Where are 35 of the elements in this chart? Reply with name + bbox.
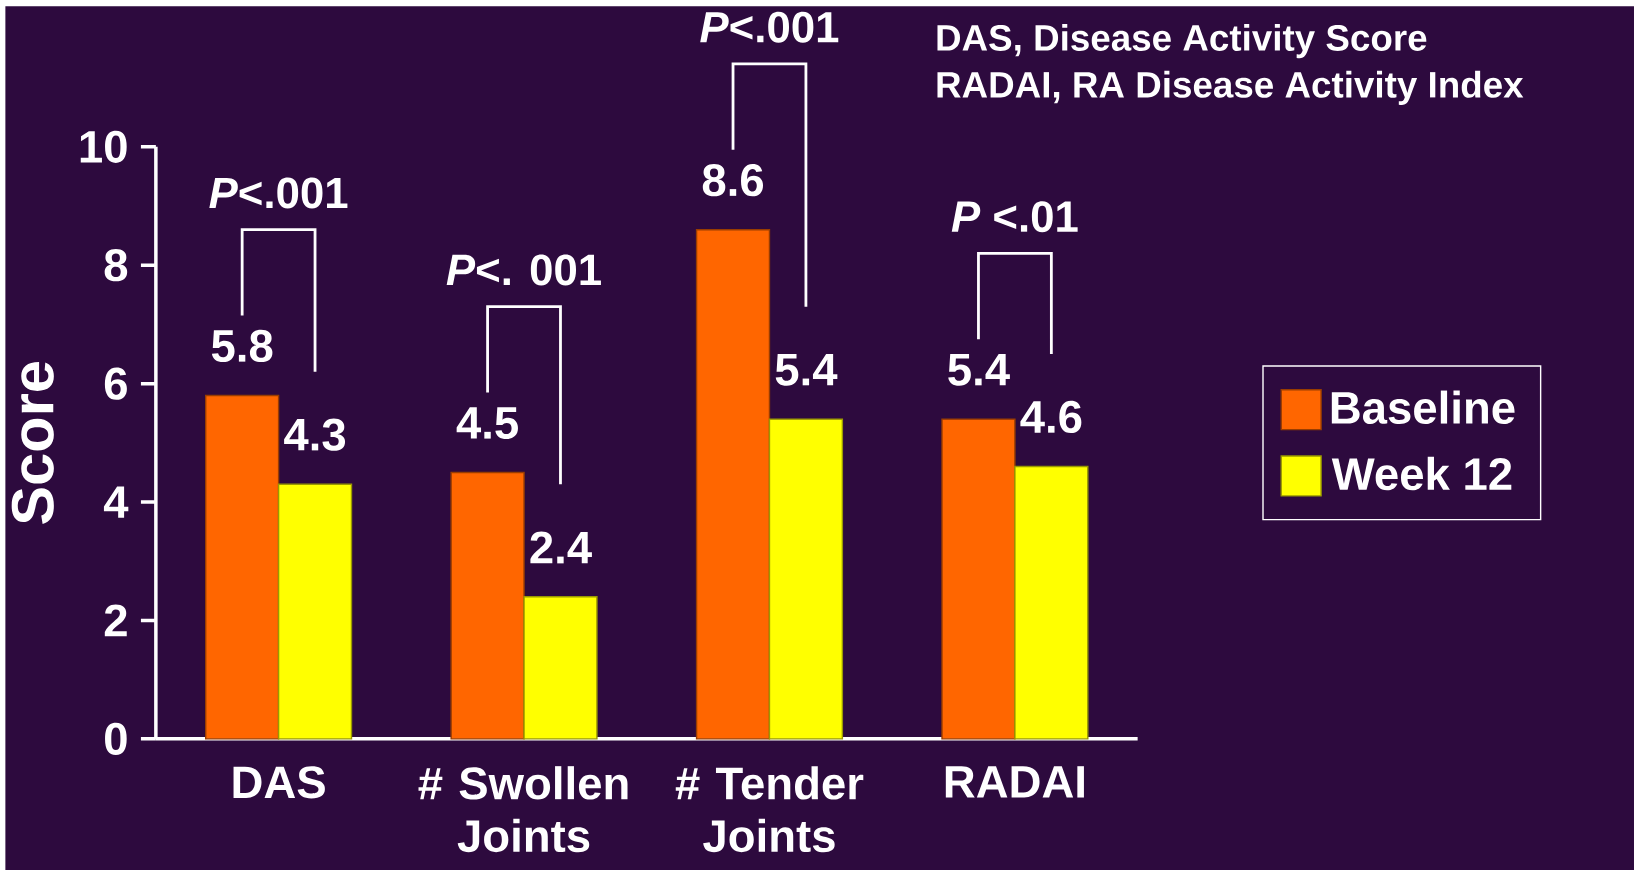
legend-label: Baseline <box>1331 390 1515 424</box>
bar <box>941 418 1016 740</box>
bar <box>768 418 844 740</box>
data-label: 5.8 <box>211 329 273 362</box>
legend-label: Week 12 <box>1331 456 1512 491</box>
annotation: P<. 001 <box>446 254 601 286</box>
data-label: 4.3 <box>284 418 346 451</box>
y-tick-label: 6 <box>104 367 127 400</box>
data-label: 2.4 <box>530 531 592 564</box>
x-tick-label: DAS <box>233 765 325 799</box>
x-tick-label: # Swollen Joints <box>418 765 628 852</box>
bar <box>277 483 353 740</box>
data-label: 8.6 <box>702 163 764 197</box>
y-tick-label: 10 <box>80 130 127 163</box>
text: RADAI, RA Disease Activity Index <box>937 70 1524 105</box>
text: DAS, Disease Activity Score <box>937 23 1427 58</box>
data-label: 5.4 <box>948 353 1010 386</box>
x-tick-label: # Tender Joints <box>675 765 864 852</box>
data-label: 4.6 <box>1020 400 1082 433</box>
bar <box>450 471 525 740</box>
text: P<.001 <box>700 11 839 43</box>
y-tick-label: 2 <box>104 604 127 637</box>
bar <box>205 394 280 740</box>
y-tick-label: 4 <box>103 486 129 518</box>
bar <box>695 228 771 740</box>
y-axis-title: Score <box>11 361 54 524</box>
y-tick-label: 8 <box>104 248 128 282</box>
y-tick-label: 0 <box>105 722 127 755</box>
data-label: 4.5 <box>456 407 518 439</box>
bar <box>523 595 598 740</box>
data-label: 5.4 <box>775 353 838 386</box>
x-tick-label: RADAI <box>945 766 1084 798</box>
annotation: P <.01 <box>951 200 1078 232</box>
annotation: P<.001 <box>209 177 348 209</box>
bar <box>1014 465 1089 740</box>
